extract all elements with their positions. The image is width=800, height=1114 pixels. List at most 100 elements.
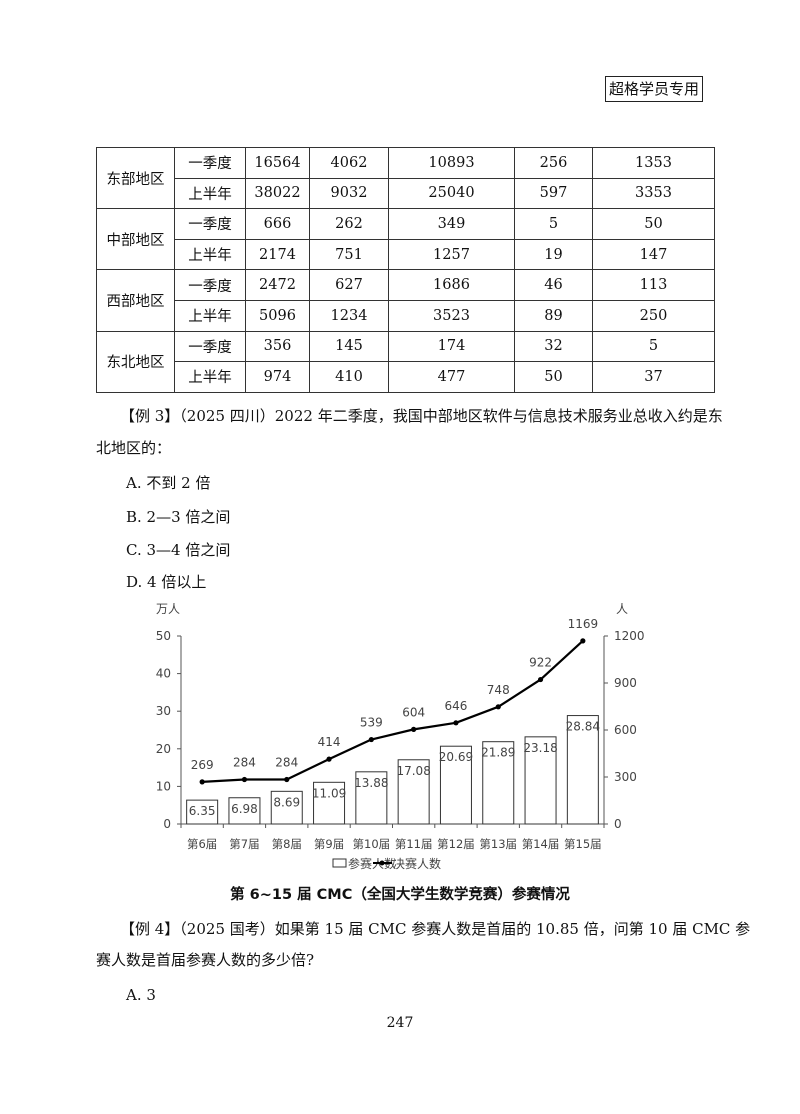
- left-axis-tick-label: 40: [156, 667, 171, 681]
- left-axis-unit: 万人: [156, 602, 180, 616]
- value-cell: 2174: [245, 238, 310, 271]
- region-cell: 东部地区: [96, 146, 175, 210]
- example3-option-b: B. 2—3 倍之间: [126, 508, 231, 526]
- region-cell: 中部地区: [96, 208, 175, 271]
- bar-data-label: 6.98: [231, 802, 258, 816]
- x-axis-tick-label: 第15届: [564, 837, 602, 851]
- value-cell: 250: [592, 299, 715, 332]
- x-axis-tick-label: 第13届: [479, 837, 517, 851]
- x-axis-tick-label: 第6届: [187, 837, 217, 851]
- legend-bar-swatch: [332, 858, 347, 868]
- value-cell: 46: [514, 269, 593, 301]
- legend-line-marker: [379, 860, 385, 866]
- x-axis-tick-label: 第10届: [353, 837, 391, 851]
- line-point: [580, 638, 586, 644]
- watermark-badge: 超格学员专用: [605, 76, 703, 102]
- value-cell: 349: [388, 208, 515, 240]
- bar-data-label: 11.09: [312, 786, 346, 800]
- bar-data-label: 17.08: [396, 764, 430, 778]
- example4-question-line2: 赛人数是首届参赛人数的多少倍?: [96, 951, 315, 969]
- right-axis-tick-label: 1200: [614, 629, 645, 643]
- right-axis-tick-label: 0: [614, 817, 622, 831]
- period-cell: 上半年: [174, 177, 246, 210]
- value-cell: 1686: [388, 269, 515, 301]
- bar-data-label: 8.69: [273, 795, 300, 809]
- line-point: [199, 779, 205, 785]
- left-axis-tick-label: 20: [156, 742, 171, 756]
- line-point: [411, 726, 417, 732]
- line-point: [284, 776, 290, 783]
- line-point: [453, 720, 459, 726]
- period-cell: 上半年: [174, 361, 246, 393]
- bar-participants: [566, 715, 599, 825]
- value-cell: 1353: [592, 147, 715, 179]
- line-data-label: 1169: [568, 617, 599, 631]
- table-row: 西部地区 一季度 2472 627 1686 46 113: [96, 269, 715, 332]
- bar-data-label: 23.18: [523, 741, 557, 755]
- bar-participants: [439, 745, 472, 825]
- period-cell: 上半年: [174, 299, 246, 332]
- x-axis-tick-label: 第12届: [437, 837, 475, 851]
- legend-line-label: 决赛人数: [393, 856, 441, 871]
- line-data-label: 284: [275, 756, 298, 770]
- value-cell: 50: [514, 361, 593, 393]
- example3-question-line1: 【例 3】（2025 四川）2022 年二季度，我国中部地区软件与信息技术服务业…: [120, 407, 723, 425]
- value-cell: 1234: [309, 299, 389, 332]
- line-data-label: 922: [529, 656, 552, 670]
- value-cell: 145: [309, 330, 389, 363]
- bar-data-label: 28.84: [566, 720, 600, 734]
- x-axis-tick-label: 第9届: [314, 837, 344, 851]
- value-cell: 597: [514, 177, 593, 210]
- x-axis-tick-label: 第14届: [522, 837, 560, 851]
- right-axis-unit: 人: [616, 602, 628, 616]
- right-axis-tick-label: 900: [614, 676, 637, 690]
- value-cell: 3523: [388, 299, 515, 332]
- bar-data-label: 13.88: [354, 776, 388, 790]
- value-cell: 5096: [245, 299, 310, 332]
- line-data-label: 748: [487, 683, 510, 697]
- value-cell: 9032: [309, 177, 389, 210]
- value-cell: 50: [592, 208, 715, 240]
- table-row: 上半年 2174 751 1257 19 147: [97, 238, 715, 271]
- value-cell: 19: [514, 238, 593, 271]
- value-cell: 477: [388, 361, 515, 393]
- line-data-label: 269: [191, 758, 214, 772]
- bar-participants: [482, 741, 515, 825]
- left-axis-tick-label: 0: [163, 817, 171, 831]
- left-axis-tick-label: 10: [156, 779, 171, 793]
- line-finalists: [202, 640, 584, 783]
- region-cell: 东北地区: [96, 330, 175, 393]
- value-cell: 974: [245, 361, 310, 393]
- line-point: [326, 756, 332, 762]
- value-cell: 356: [245, 330, 310, 363]
- bar-participants: [355, 771, 388, 825]
- value-cell: 256: [514, 147, 593, 179]
- example4-question-line1: 【例 4】（2025 国考）如果第 15 届 CMC 参赛人数是首届的 10.8…: [120, 920, 751, 938]
- legend-bar-label: 参赛人数: [348, 856, 396, 871]
- value-cell: 38022: [245, 177, 310, 210]
- example4-option-a: A. 3: [126, 986, 156, 1004]
- value-cell: 5: [514, 208, 593, 240]
- value-cell: 32: [514, 330, 593, 363]
- table-row: 东北地区 一季度 356 145 174 32 5: [96, 330, 715, 393]
- example3-option-c: C. 3—4 倍之间: [126, 541, 231, 559]
- bar-participants: [228, 797, 261, 825]
- line-data-label: 539: [360, 716, 383, 730]
- bar-data-label: 6.35: [189, 804, 216, 818]
- line-point: [368, 736, 374, 743]
- line-point: [537, 676, 544, 683]
- example3-option-d: D. 4 倍以上: [126, 573, 207, 591]
- value-cell: 2472: [245, 269, 310, 301]
- line-data-label: 604: [402, 705, 425, 719]
- bar-data-label: 20.69: [439, 750, 473, 764]
- table-row: 上半年 38022 9032 25040 597 3353: [97, 177, 715, 210]
- chart-title: 第 6~15 届 CMC（全国大学生数学竞赛）参赛情况: [230, 887, 570, 903]
- bar-participants: [270, 790, 303, 825]
- value-cell: 410: [309, 361, 389, 393]
- bar-participants: [186, 799, 219, 825]
- right-axis-tick-label: 600: [614, 723, 637, 737]
- left-axis-tick-label: 50: [156, 629, 171, 643]
- x-axis-tick-label: 第11届: [395, 837, 433, 851]
- bar-participants: [524, 736, 557, 825]
